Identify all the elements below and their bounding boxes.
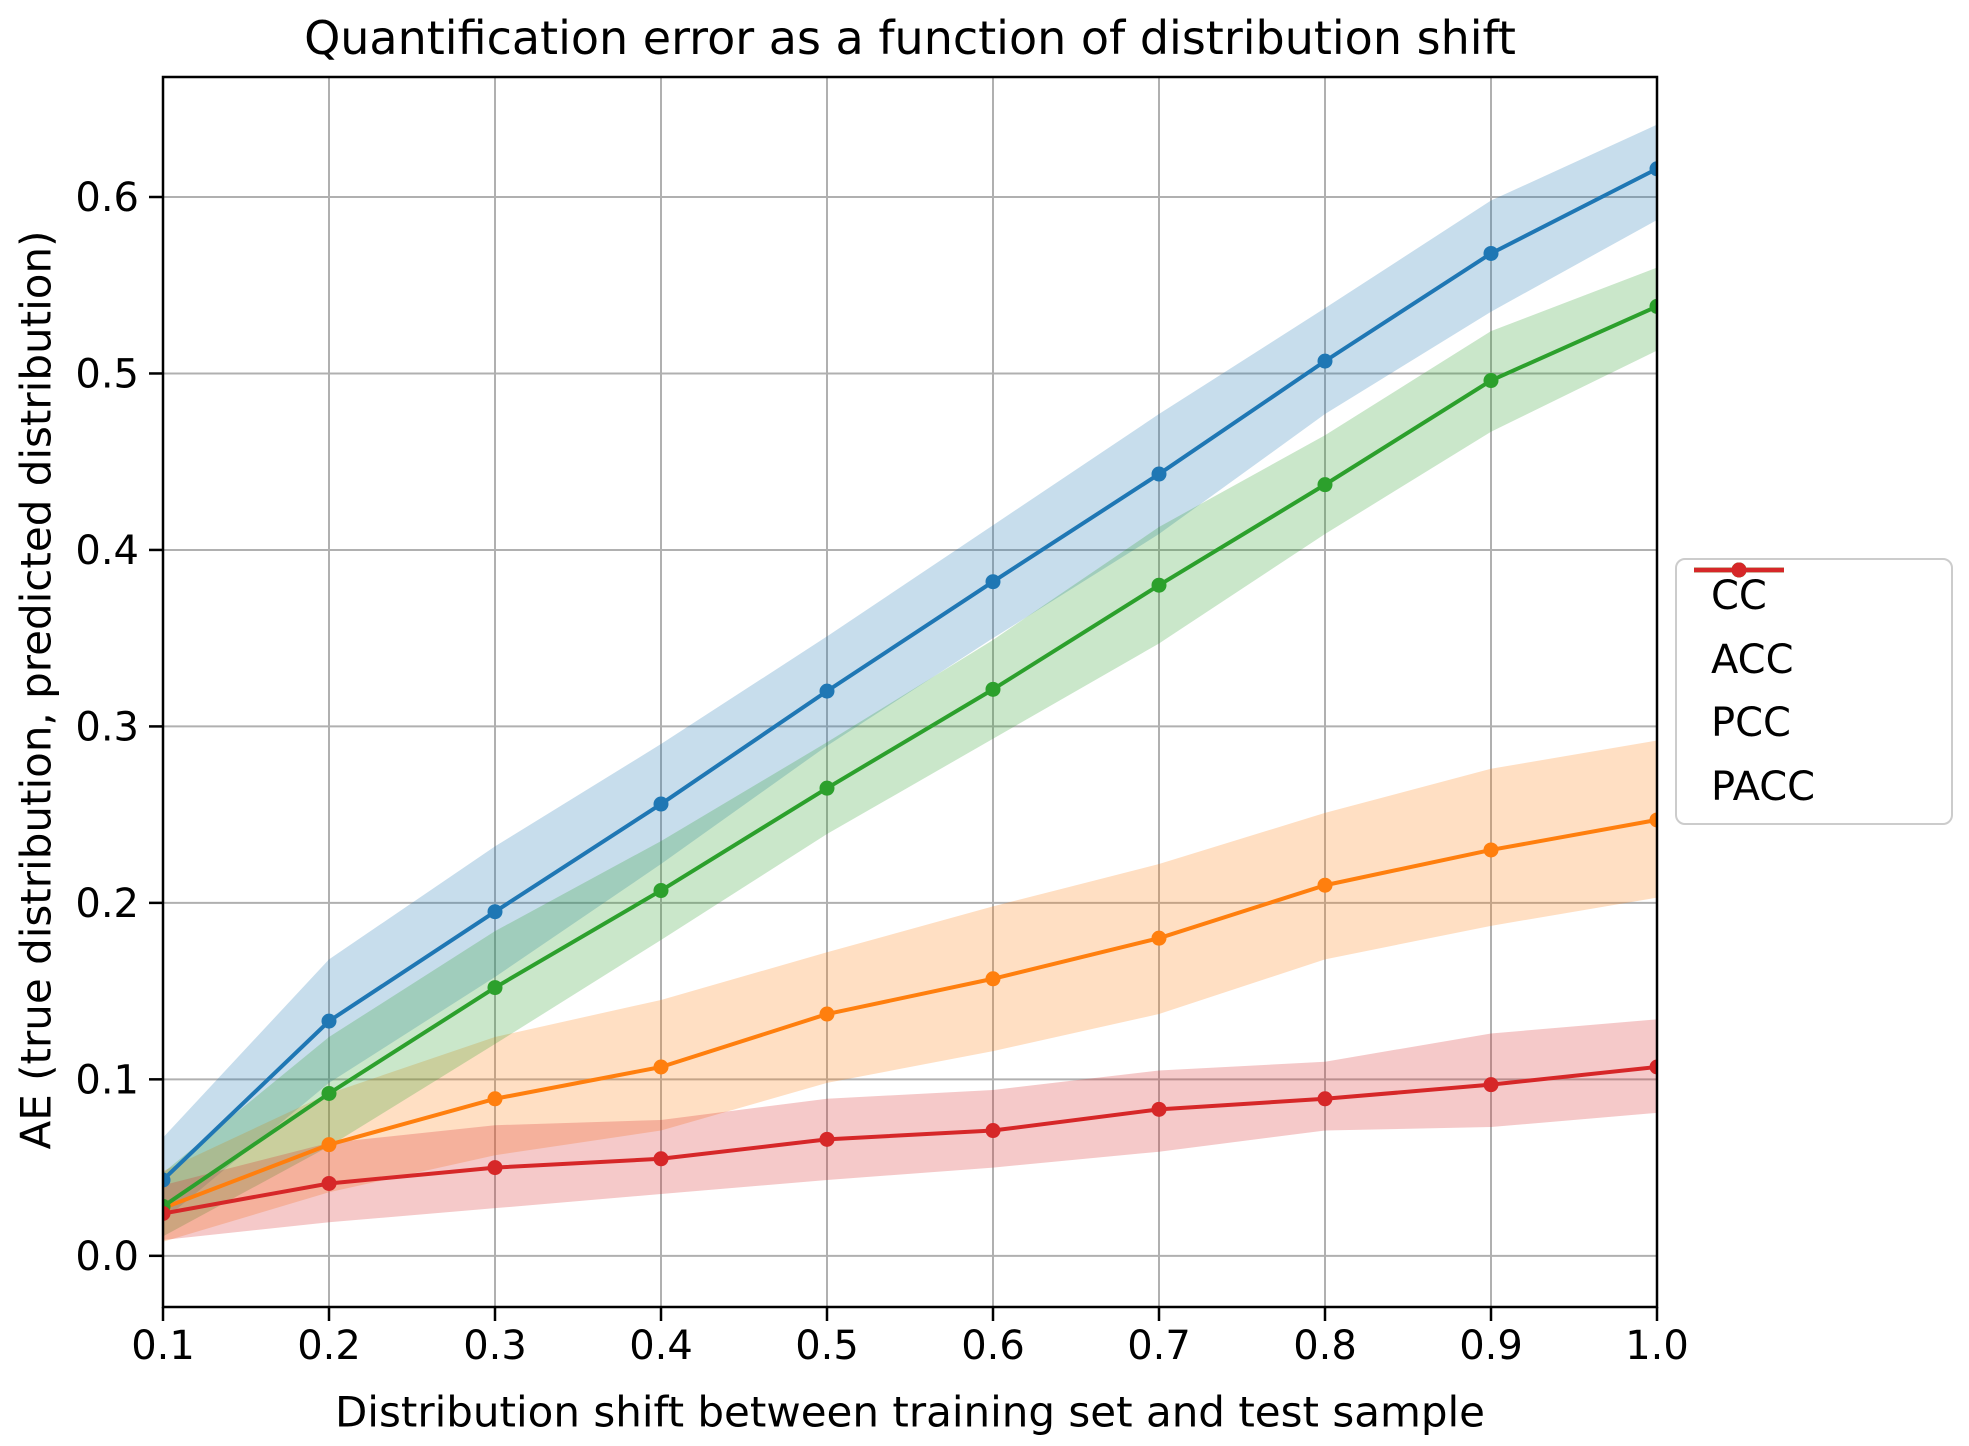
legend-label: PCC [1711,700,1791,747]
line-PACC [163,1065,1657,1216]
plot-border [161,75,1659,1309]
marker-CC [163,1172,171,1188]
marker-ACC [985,971,1001,987]
marker-CC [487,904,503,920]
marker-CC [653,796,669,812]
legend-item-ACC: ACC [1677,562,1951,688]
marker-PCC [487,980,503,996]
line-ACC [163,817,1657,1211]
x-axis-label: Distribution shift between training set … [334,1387,1486,1437]
x-tick-label: 0.7 [1127,1323,1191,1369]
marker-PACC [1649,1059,1657,1075]
marker-CC [321,1013,337,1029]
marker-PACC [819,1131,835,1147]
y-tick-label: 0.6 [75,175,139,221]
markers-PCC [163,298,1657,1214]
line-CC [163,166,1657,1182]
legend-item-PCC: PCC [1677,562,1951,751]
marker-CC [985,574,1001,590]
marker-PACC [321,1175,337,1191]
y-tick-label: 0.4 [75,528,139,574]
y-tick-label: 0.1 [75,1057,139,1103]
chart-title: Quantification error as a function of di… [304,11,1516,65]
marker-CC [1483,245,1499,261]
marker-ACC [1483,842,1499,858]
legend: CC ACC PCC PACC [1675,558,1953,825]
legend-item-PACC: PACC [1677,562,1951,815]
marker-PCC [1483,373,1499,389]
marker-PACC [1483,1077,1499,1093]
marker-PACC [985,1123,1001,1139]
markers-PACC [163,1059,1657,1221]
legend-line-icon [1694,562,1784,578]
band-ACC [163,740,1657,1242]
marker-PCC [653,883,669,899]
marker-ACC [1317,877,1333,893]
marker-CC [819,683,835,699]
marker-PACC [653,1151,669,1167]
legend-label: ACC [1711,636,1794,683]
marker-PCC [1649,298,1657,314]
x-tick-label: 0.3 [463,1323,527,1369]
marker-PCC [819,780,835,796]
x-tick-label: 0.5 [795,1323,859,1369]
band-CC [163,124,1657,1221]
marker-CC [1151,466,1167,482]
x-tick-label: 1.0 [1625,1323,1689,1369]
x-tick-label: 0.1 [131,1323,195,1369]
legend-label: CC [1711,572,1767,619]
y-tick-label: 0.3 [75,704,139,750]
marker-ACC [487,1091,503,1107]
marker-PACC [163,1205,171,1221]
x-tick-label: 0.2 [297,1323,361,1369]
tick-labels: 0.1 0.2 0.3 0.4 0.5 0.6 0.7 0.8 0.9 1.0 0.0 0.1 0.2 0… [75,175,1688,1369]
marker-ACC [653,1059,669,1075]
x-tick-label: 0.4 [629,1323,693,1369]
marker-PCC [321,1085,337,1101]
x-tick-label: 0.9 [1459,1323,1523,1369]
marker-ACC [321,1137,337,1153]
series-lines [163,161,1657,1221]
marker-PCC [1151,577,1167,593]
y-tick-label: 0.5 [75,351,139,397]
legend-label: PACC [1711,764,1816,811]
marker-PACC [1151,1101,1167,1117]
line-PCC [163,304,1657,1209]
x-tick-label: 0.8 [1293,1323,1357,1369]
marker-ACC [1649,812,1657,828]
y-tick-label: 0.0 [75,1234,139,1280]
marker-ACC [1151,930,1167,946]
markers-CC [163,161,1657,1188]
y-axis-label: AE (true distribution, predicted distrib… [11,230,61,1150]
marker-PCC [985,681,1001,697]
marker-PCC [1317,477,1333,493]
marker-CC [1317,353,1333,369]
marker-CC [1649,161,1657,177]
marker-PACC [1317,1091,1333,1107]
marker-ACC [819,1006,835,1022]
band-PACC [163,1019,1657,1240]
y-tick-label: 0.2 [75,881,139,927]
x-tick-label: 0.6 [961,1323,1025,1369]
axis-ticks [149,195,1659,1321]
marker-PACC [487,1160,503,1176]
